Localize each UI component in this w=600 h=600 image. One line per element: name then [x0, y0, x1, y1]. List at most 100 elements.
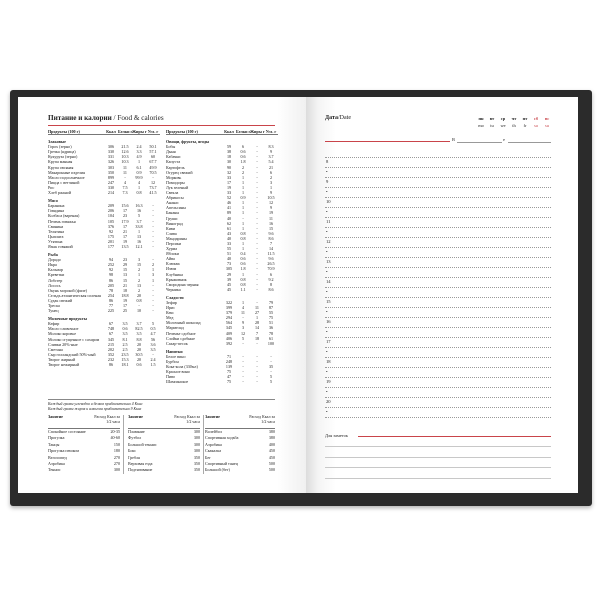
activity-kcal: 300	[193, 441, 200, 447]
food-name: Яблоки	[166, 251, 179, 257]
cell-value: 1	[241, 184, 245, 190]
schedule-line	[325, 197, 551, 198]
cell-value: 0.9	[240, 195, 246, 201]
weekday-sa[interactable]: сб sa	[531, 116, 541, 129]
food-name: Судак свежий	[48, 297, 73, 303]
weekday-fr[interactable]: пт fr	[520, 116, 530, 129]
weekday-en: we	[500, 122, 506, 128]
cell-value: 70.5	[149, 169, 157, 175]
cell-value: 18.1	[121, 362, 129, 368]
cell-value: -	[256, 364, 258, 370]
food-name: Кальмар	[48, 267, 63, 273]
cell-value: 45	[226, 286, 232, 292]
cell-value: 18	[122, 287, 128, 293]
cell-value: 225	[107, 308, 115, 314]
weekday-en: mo	[478, 122, 484, 128]
cell-value: 5	[151, 321, 155, 327]
activity-name: Футбол	[128, 435, 142, 441]
cell-value: 12.1	[135, 243, 143, 249]
hour-label: 16	[326, 319, 331, 324]
schedule-line	[325, 257, 551, 258]
note-line: Каждый грамм углеводов и белков приблизи…	[48, 402, 143, 406]
half-hour-marker: •	[326, 409, 328, 414]
activity-name: Скакалка	[205, 448, 222, 454]
title-en: / Food & calories	[113, 114, 164, 122]
cell-value: 10.3	[121, 154, 129, 160]
half-hour-marker: •	[326, 269, 328, 274]
food-name: Груши	[166, 215, 178, 221]
sunset-field[interactable]	[508, 142, 551, 143]
cell-value: -	[256, 179, 258, 185]
cell-value: 100	[267, 340, 275, 346]
cell-value: 33	[226, 190, 232, 196]
cell-value: 1	[269, 184, 273, 190]
notes-line[interactable]	[325, 456, 551, 458]
weekday-th[interactable]: чт th	[509, 116, 519, 129]
table-row: Апельсины 41 1 - 9	[166, 205, 278, 210]
weekday-tu[interactable]: вт tu	[487, 116, 497, 129]
sunrise-field[interactable]	[457, 142, 502, 143]
food-name: Пиво	[166, 374, 176, 380]
hour-label: 8	[326, 159, 329, 164]
table-row: Кока-кола (330мл) 139 - - 35	[166, 364, 278, 369]
weekday-ru: ср	[500, 116, 506, 121]
hour-label: 15	[326, 299, 331, 304]
cell-value: 4	[241, 305, 245, 311]
food-name: Сыр голландский 50%-ный	[48, 351, 96, 357]
schedule-line	[325, 407, 551, 408]
food-name: Сельдь атлантическая соленая	[48, 292, 101, 298]
activity-name: Спортивный танец	[205, 460, 238, 466]
table-row: Судак свежий 86 19 0.8 -	[48, 298, 160, 303]
cell-value: 77	[108, 303, 114, 308]
weekday-we[interactable]: ср we	[498, 116, 508, 129]
cell-value: 1	[241, 240, 245, 246]
cell-value: 330	[107, 184, 115, 190]
table-row: Ирис 399 4 11 87	[166, 305, 278, 310]
food-name: Огурец свежий	[166, 169, 193, 175]
cell-value: -	[242, 364, 244, 370]
cell-value: 11	[255, 305, 259, 311]
cell-value: -	[256, 225, 258, 231]
cell-value: -	[256, 340, 258, 346]
table-row: Пиво 47 - - 5	[166, 374, 278, 379]
activity-row: Бег 450	[205, 455, 275, 461]
notes-line[interactable]	[325, 467, 551, 468]
hour-label: 9	[326, 179, 329, 184]
schedule-line	[325, 287, 551, 288]
food-name: Зефир	[166, 300, 177, 305]
divider	[48, 399, 275, 400]
notes-line[interactable]	[325, 446, 551, 447]
cell-value: 40	[226, 215, 232, 221]
cell-value: -	[256, 200, 258, 206]
table-row: Печень говяжья 105 17.9 3.7 -	[48, 219, 160, 224]
cell-value: 201	[107, 238, 115, 244]
weekday-mo[interactable]: пн mo	[476, 116, 486, 129]
notes-line[interactable]	[325, 477, 551, 479]
cell-value: 20	[136, 356, 142, 362]
activity-name: Верховая езда	[128, 460, 153, 466]
cell-value: 899	[107, 174, 115, 180]
activity-name: Большой теннис	[128, 441, 157, 447]
cell-value: 4.9	[136, 154, 142, 160]
cell-value: 2	[137, 287, 141, 293]
cell-value: 9	[241, 320, 245, 326]
food-name: Крупа овсяная	[48, 164, 74, 170]
page-title: Питание и калории / Food & calories	[48, 114, 164, 122]
activity-kcal: 500	[268, 467, 275, 473]
cell-value: 25	[122, 308, 128, 314]
cell-value: -	[256, 286, 258, 292]
activity-row: Футбол 300	[128, 435, 200, 441]
activity-name: Гребля	[128, 454, 140, 460]
cell-value: 62	[226, 220, 232, 226]
cell-value: 51	[268, 320, 274, 326]
cell-value: 8.1	[122, 336, 128, 342]
food-name: Молоко сгущенное с сахаром	[48, 336, 100, 342]
cell-value: 43	[226, 230, 232, 236]
cell-value: -	[256, 246, 258, 252]
cell-value: 33	[226, 174, 232, 180]
weekday-su[interactable]: вс su	[542, 116, 552, 129]
cell-value: 56	[150, 336, 156, 342]
table-row: Крыжовник 39 0.8 - 9.2	[166, 277, 278, 282]
half-hour-marker: •	[326, 209, 328, 214]
cell-value: -	[152, 351, 154, 357]
